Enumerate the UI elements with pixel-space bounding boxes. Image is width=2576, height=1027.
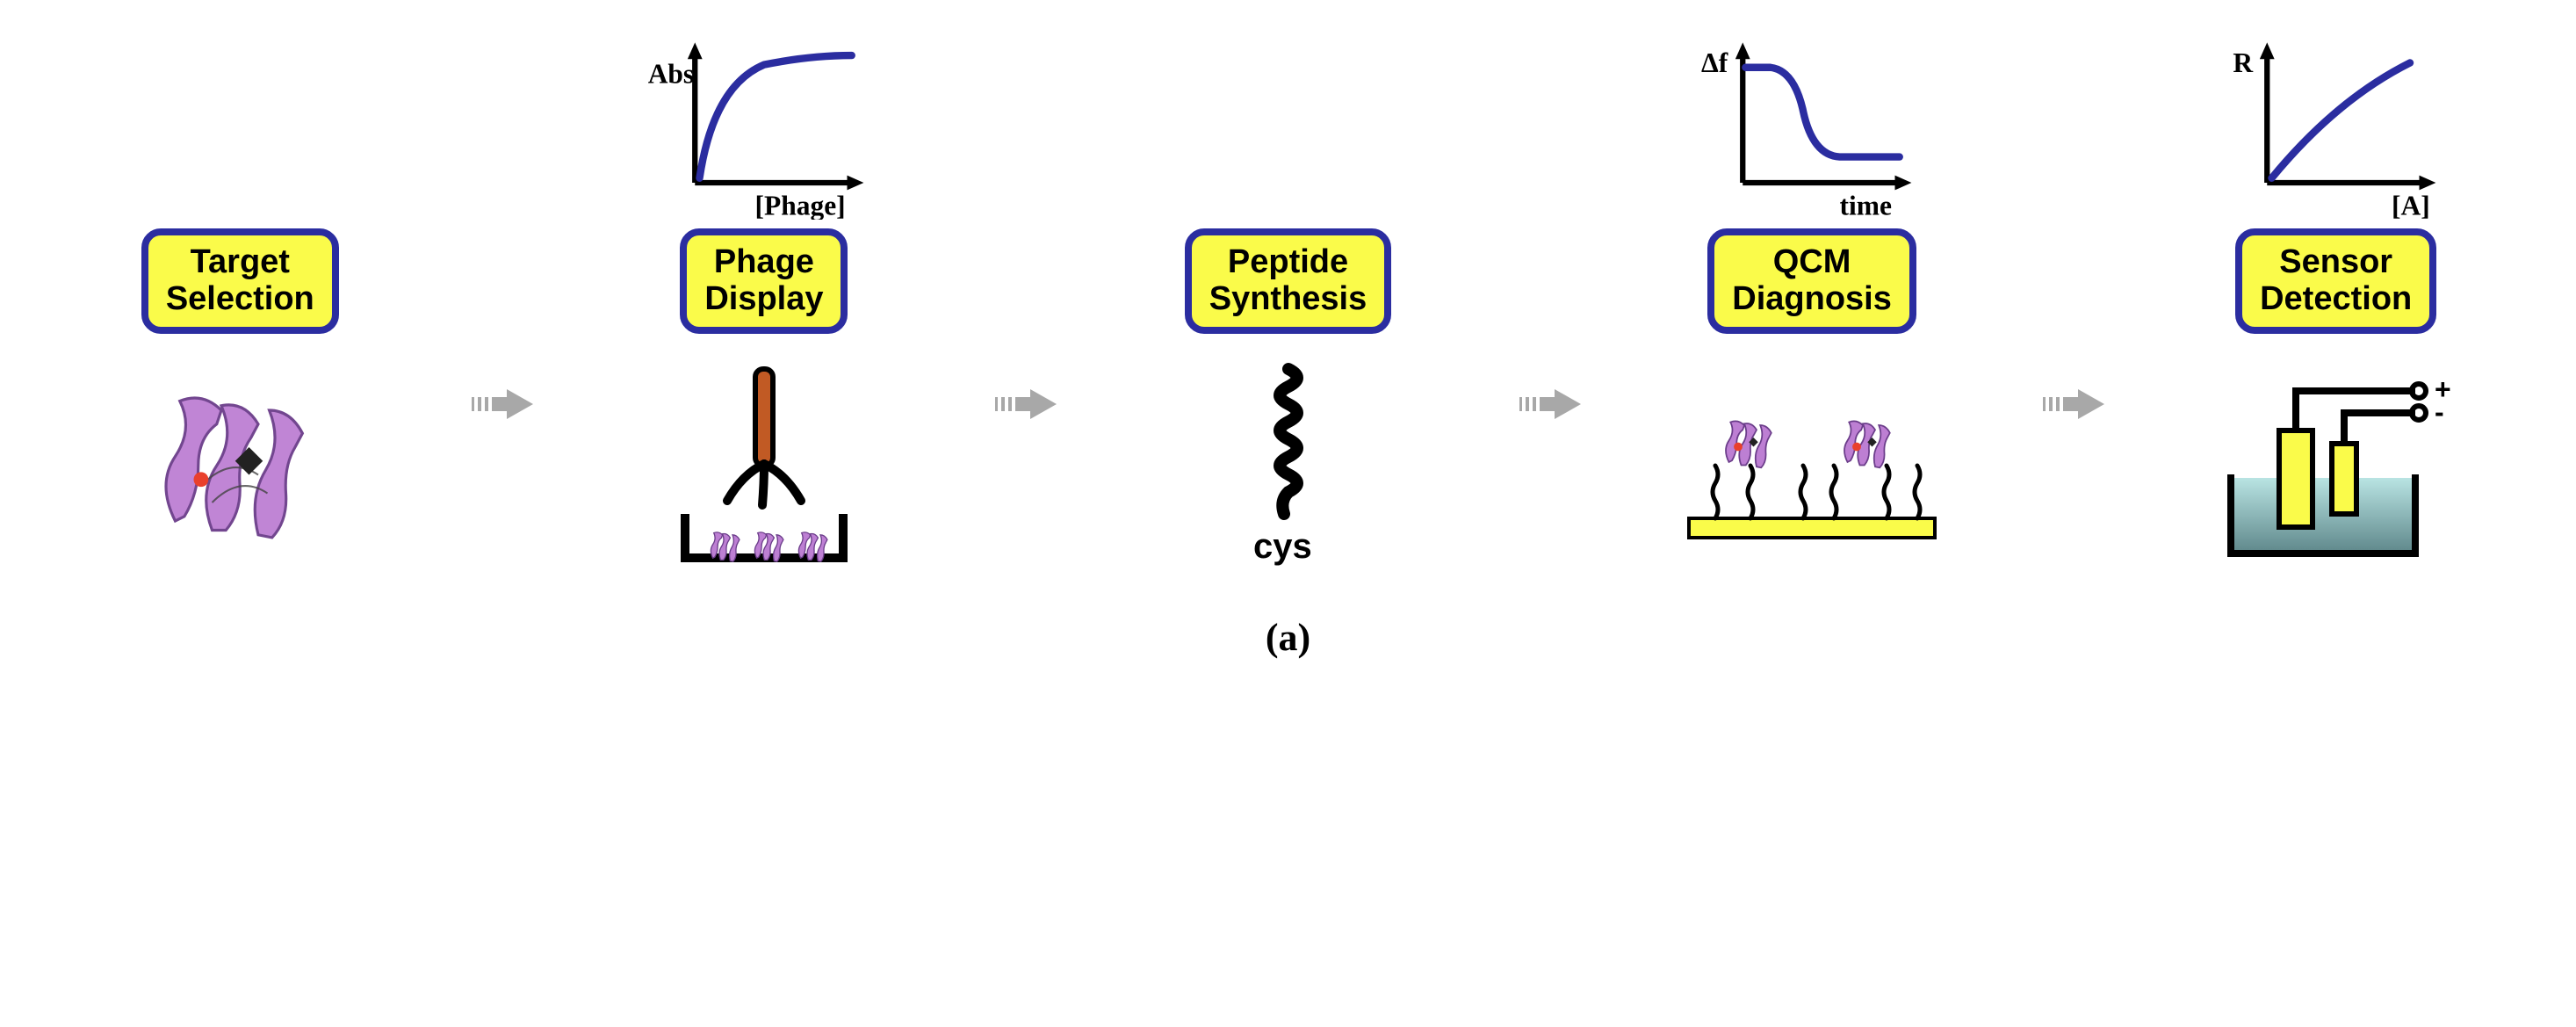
axis-label-abs-y: Abs: [648, 59, 695, 90]
arrow-icon: [1519, 382, 1581, 426]
arrow-2: [995, 382, 1057, 426]
arrow-1: [472, 382, 533, 426]
axis-label-df-y: Δf: [1701, 47, 1728, 78]
arrow-3: [1519, 382, 1581, 426]
workflow-row: Target Selection: [18, 35, 2558, 580]
peptide-icon: cys: [1218, 360, 1359, 571]
step-phage-display: Phage Display: [680, 228, 848, 334]
graph-empty-1: [18, 35, 463, 220]
axis-label-r-y: R: [2233, 47, 2254, 78]
sensor-minus: -: [2435, 396, 2444, 428]
protein-ribbon-icon: [148, 373, 332, 558]
r-chart-icon: R [A]: [2213, 35, 2459, 220]
arrow-4: [2043, 382, 2104, 426]
illus-sensor: + -: [2113, 351, 2558, 580]
sensor-icon: + -: [2213, 360, 2459, 571]
col-target-selection: Target Selection: [18, 35, 463, 580]
graph-df: Δf time: [1590, 35, 2035, 220]
arrow-icon: [995, 382, 1057, 426]
figure-caption: (a): [1266, 615, 1310, 660]
step-qcm-diagnosis: QCM Diagnosis: [1707, 228, 1916, 334]
figure: Target Selection: [18, 35, 2558, 660]
illus-phage-display: [542, 351, 987, 580]
step-peptide-synthesis: Peptide Synthesis: [1185, 228, 1392, 334]
df-chart-icon: Δf time: [1689, 35, 1935, 220]
col-sensor-detection: R [A] Sensor Detection: [2113, 35, 2558, 580]
step-target-selection: Target Selection: [141, 228, 339, 334]
abs-chart-icon: Abs [Phage]: [641, 35, 887, 220]
illus-target-protein: [18, 351, 463, 580]
col-qcm-diagnosis: Δf time QCM Diagnosis: [1590, 35, 2035, 580]
col-peptide-synthesis: Peptide Synthesis cys: [1065, 35, 1511, 580]
graph-r: R [A]: [2113, 35, 2558, 220]
graph-empty-3: [1065, 35, 1511, 220]
col-phage-display: Abs [Phage] Phage Display: [542, 35, 987, 580]
arrow-icon: [2043, 382, 2104, 426]
axis-label-abs-x: [Phage]: [754, 191, 845, 220]
qcm-icon: [1680, 378, 1944, 553]
step-sensor-detection: Sensor Detection: [2235, 228, 2436, 334]
axis-label-df-x: time: [1840, 191, 1892, 220]
illus-peptide: cys: [1065, 351, 1511, 580]
illus-qcm: [1590, 351, 2035, 580]
graph-abs: Abs [Phage]: [542, 35, 987, 220]
arrow-icon: [472, 382, 533, 426]
phage-display-icon: [659, 360, 869, 571]
axis-label-r-x: [A]: [2392, 191, 2430, 220]
peptide-label: cys: [1253, 527, 1312, 566]
